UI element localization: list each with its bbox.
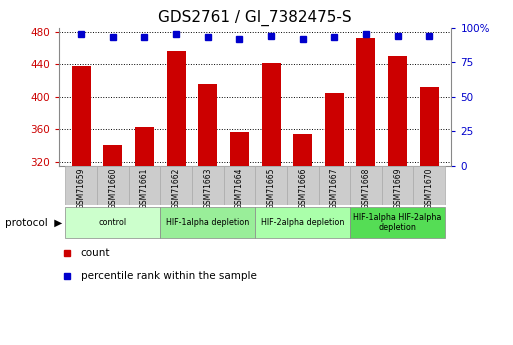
Bar: [255, 207, 350, 238]
Text: GSM71660: GSM71660: [108, 168, 117, 209]
Text: GSM71670: GSM71670: [425, 168, 434, 209]
Text: control: control: [98, 218, 127, 227]
Bar: [135, 127, 154, 166]
Text: GSM71666: GSM71666: [298, 168, 307, 209]
Bar: [198, 85, 217, 166]
Bar: [357, 38, 376, 166]
Bar: [420, 87, 439, 166]
Bar: [230, 132, 249, 166]
Text: protocol  ▶: protocol ▶: [5, 218, 63, 227]
Text: GSM71669: GSM71669: [393, 168, 402, 209]
Bar: [224, 166, 255, 205]
Bar: [388, 56, 407, 166]
Bar: [160, 207, 255, 238]
Text: HIF-1alpha HIF-2alpha
depletion: HIF-1alpha HIF-2alpha depletion: [353, 213, 442, 232]
Text: percentile rank within the sample: percentile rank within the sample: [81, 271, 256, 280]
Bar: [65, 166, 97, 205]
Bar: [65, 207, 160, 238]
Text: GSM71665: GSM71665: [267, 168, 275, 209]
Title: GDS2761 / GI_7382475-S: GDS2761 / GI_7382475-S: [159, 10, 352, 26]
Text: GSM71661: GSM71661: [140, 168, 149, 209]
Bar: [350, 207, 445, 238]
Bar: [167, 51, 186, 166]
Bar: [129, 166, 160, 205]
Text: HIF-1alpha depletion: HIF-1alpha depletion: [166, 218, 249, 227]
Bar: [293, 134, 312, 166]
Text: count: count: [81, 248, 110, 258]
Text: GSM71667: GSM71667: [330, 168, 339, 209]
Bar: [287, 166, 319, 205]
Bar: [350, 166, 382, 205]
Bar: [192, 166, 224, 205]
Bar: [103, 145, 122, 166]
Text: GSM71668: GSM71668: [362, 168, 370, 209]
Text: GSM71664: GSM71664: [235, 168, 244, 209]
Bar: [413, 166, 445, 205]
Bar: [319, 166, 350, 205]
Text: GSM71663: GSM71663: [203, 168, 212, 209]
Bar: [262, 62, 281, 166]
Bar: [382, 166, 413, 205]
Bar: [255, 166, 287, 205]
Bar: [325, 92, 344, 166]
Bar: [97, 166, 129, 205]
Bar: [160, 166, 192, 205]
Text: HIF-2alpha depletion: HIF-2alpha depletion: [261, 218, 344, 227]
Bar: [72, 66, 91, 166]
Text: GSM71662: GSM71662: [171, 168, 181, 209]
Text: GSM71659: GSM71659: [76, 168, 86, 209]
